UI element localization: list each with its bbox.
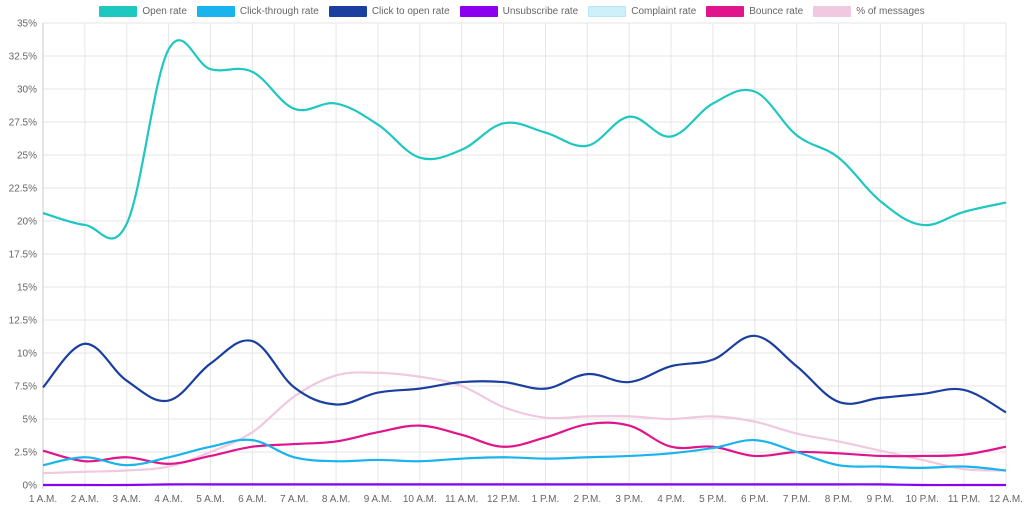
x-tick-label: 3 P.M. <box>615 494 643 505</box>
x-tick-label: 9 P.M. <box>867 494 895 505</box>
legend-label: Complaint rate <box>631 5 697 17</box>
series-line-open-rate <box>42 39 1007 240</box>
legend-label: Click-through rate <box>239 5 319 17</box>
legend-item-click-through-rate[interactable]: Click-through rate <box>196 5 319 17</box>
series-line-of-messages <box>42 371 1007 475</box>
legend-item-open-rate[interactable]: Open rate <box>99 5 187 17</box>
x-tick-label: 3 A.M. <box>113 494 141 505</box>
legend-label: Click to open rate <box>371 5 450 17</box>
x-tick-label: 10 A.M. <box>403 494 437 505</box>
legend-item-click-to-open-rate[interactable]: Click to open rate <box>328 5 450 17</box>
legend-swatch <box>459 5 498 17</box>
x-tick-label: 5 A.M. <box>196 494 224 505</box>
legend-item-of-messages[interactable]: % of messages <box>813 5 925 17</box>
x-tick-label: 6 P.M. <box>741 494 769 505</box>
y-tick-label: 25% <box>17 151 37 162</box>
x-tick-label: 1 P.M. <box>532 494 560 505</box>
x-tick-label: 4 P.M. <box>657 494 685 505</box>
series-line-bounce-rate <box>42 421 1007 465</box>
x-tick-label: 12 P.M. <box>487 494 520 505</box>
x-tick-label: 2 A.M. <box>71 494 99 505</box>
y-tick-label: 27.5% <box>9 118 37 129</box>
legend-label: Bounce rate <box>749 5 804 17</box>
y-tick-label: 22.5% <box>9 184 37 195</box>
legend-swatch <box>813 5 852 17</box>
y-tick-label: 35% <box>17 19 37 30</box>
y-tick-label: 12.5% <box>9 316 37 327</box>
legend-label: Unsubscribe rate <box>502 5 579 17</box>
legend-label: % of messages <box>856 5 925 17</box>
chart-legend: Open rate Click-through rate Click to open… <box>0 2 1024 20</box>
y-tick-label: 2.5% <box>14 448 37 459</box>
series-line-click-through-rate <box>42 438 1007 472</box>
series-line-unsubscribe-rate <box>43 483 1006 487</box>
x-tick-label: 11 A.M. <box>445 494 478 505</box>
legend-swatch <box>99 5 138 17</box>
y-tick-label: 10% <box>17 349 37 360</box>
x-tick-label: 9 A.M. <box>364 494 392 505</box>
legend-swatch <box>328 5 367 17</box>
x-tick-label: 8 P.M. <box>825 494 853 505</box>
y-tick-label: 17.5% <box>9 250 37 261</box>
y-tick-label: 5% <box>23 415 38 426</box>
legend-item-complaint-rate[interactable]: Complaint rate <box>588 5 697 17</box>
y-tick-label: 20% <box>17 217 37 228</box>
x-tick-label: 4 A.M. <box>154 494 182 505</box>
y-tick-label: 0% <box>23 481 38 492</box>
x-tick-label: 7 P.M. <box>783 494 811 505</box>
x-tick-label: 6 A.M. <box>238 494 266 505</box>
x-tick-label: 5 P.M. <box>699 494 727 505</box>
series-line-click-to-open-rate <box>42 334 1007 414</box>
legend-label: Open rate <box>142 5 187 17</box>
x-tick-label: 8 A.M. <box>322 494 350 505</box>
x-tick-label: 1 A.M. <box>29 494 57 505</box>
x-tick-label: 2 P.M. <box>573 494 601 505</box>
x-tick-label: 12 A.M. <box>989 494 1023 505</box>
legend-swatch <box>196 5 235 17</box>
x-tick-label: 10 P.M. <box>906 494 939 505</box>
x-tick-label: 11 P.M. <box>948 494 980 505</box>
legend-swatch <box>588 5 627 17</box>
y-tick-label: 7.5% <box>14 382 37 393</box>
legend-item-bounce-rate[interactable]: Bounce rate <box>706 5 804 17</box>
y-tick-label: 15% <box>17 283 37 294</box>
y-tick-label: 32.5% <box>9 52 37 63</box>
y-tick-label: 30% <box>17 85 37 96</box>
legend-swatch <box>706 5 745 17</box>
legend-item-unsubscribe-rate[interactable]: Unsubscribe rate <box>459 5 579 17</box>
x-tick-label: 7 A.M. <box>280 494 308 505</box>
